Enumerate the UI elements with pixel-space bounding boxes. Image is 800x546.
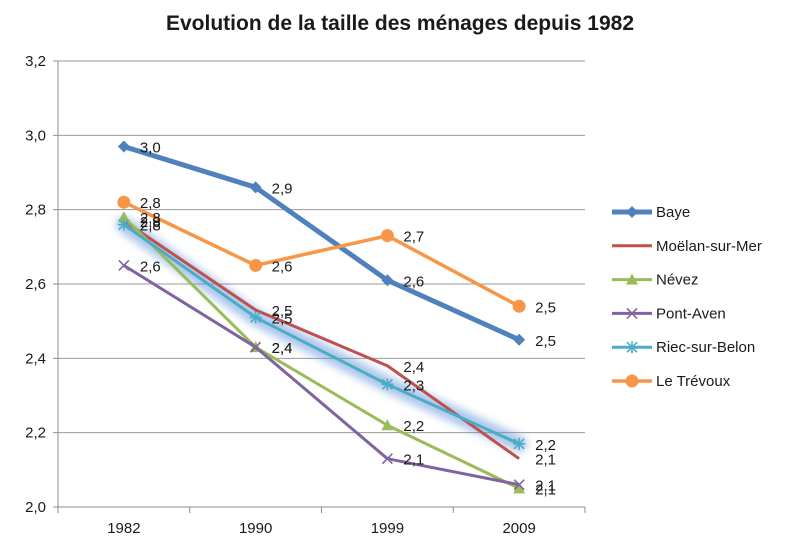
series-line-baye (123, 144, 521, 343)
legend-label-nevez: Névez (656, 272, 699, 289)
point-riec-sur-belon (249, 311, 262, 324)
point-nevez (117, 211, 130, 223)
legend-label-riec-sur-belon: Riec-sur-Belon (656, 339, 755, 356)
legend-marker-riec-sur-belon (626, 341, 638, 354)
data-label-riec-sur-belon: 2,8 (140, 218, 161, 235)
data-label-nevez: 2,8 (140, 210, 161, 227)
legend: Baye Moëlan-sur-Mer Névez Pont-Aven Riec-sur… (612, 204, 762, 390)
series-line-moelan-sur-mer (123, 219, 520, 460)
y-tick-label: 2,8 (25, 202, 46, 219)
data-label-moelan-sur-mer: 2,5 (272, 303, 293, 320)
data-labels: 3,02,92,62,52,82,52,42,12,82,42,22,12,62… (140, 139, 556, 498)
y-tick-label: 2,0 (25, 499, 46, 516)
y-tick-label: 3,2 (25, 53, 46, 70)
series-group (115, 140, 528, 494)
data-label-moelan-sur-mer: 2,1 (535, 452, 556, 469)
point-riec-sur-belon (117, 218, 130, 231)
series-line-pont-aven (123, 264, 520, 487)
point-pont-aven (381, 453, 393, 465)
data-label-riec-sur-belon: 2,3 (403, 377, 424, 394)
point-pont-aven (118, 259, 130, 271)
legend-label-pont-aven: Pont-Aven (656, 305, 726, 322)
data-label-pont-aven: 2,4 (272, 340, 293, 357)
point-le-trevoux (380, 229, 394, 243)
point-le-trevoux (117, 195, 131, 209)
point-baye (513, 333, 526, 346)
data-label-le-trevoux: 2,6 (272, 258, 293, 275)
data-label-nevez: 2,1 (535, 481, 556, 498)
legend-marker-baye (626, 206, 638, 218)
chart-title: Evolution de la taille des ménages depui… (166, 12, 634, 35)
series-line-riec-sur-belon (123, 223, 520, 446)
data-label-pont-aven: 2,1 (403, 452, 424, 469)
point-baye (249, 181, 262, 194)
point-nevez (513, 482, 526, 494)
point-riec-sur-belon (381, 378, 394, 391)
y-axis-ticks: 2,0 2,2 2,4 2,6 2,8 3,0 3,2 (25, 53, 58, 516)
y-tick-label: 2,6 (25, 276, 46, 293)
x-tick-label: 2009 (502, 520, 535, 537)
data-label-riec-sur-belon: 2,5 (272, 310, 293, 327)
x-axis-ticks: 1982 1990 1999 2009 (57, 507, 586, 537)
data-label-nevez: 2,4 (272, 340, 293, 357)
point-le-trevoux (512, 299, 526, 313)
legend-label-le-trevoux: Le Trévoux (656, 373, 731, 390)
data-label-le-trevoux: 2,8 (140, 195, 161, 212)
legend-marker-le-trevoux (625, 374, 639, 388)
legend-marker-nevez (626, 273, 638, 285)
series-line-nevez (122, 216, 520, 490)
point-riec-sur-belon (513, 437, 526, 450)
series-line-le-trevoux (123, 200, 520, 308)
point-nevez (381, 419, 394, 431)
data-label-pont-aven: 2,1 (535, 478, 556, 495)
data-label-pont-aven: 2,6 (140, 258, 161, 275)
x-tick-label: 1990 (239, 520, 272, 537)
y-tick-label: 2,4 (25, 350, 46, 367)
legend-marker-pont-aven (626, 307, 638, 319)
data-label-nevez: 2,2 (403, 418, 424, 435)
data-label-baye: 3,0 (140, 139, 161, 156)
point-le-trevoux (249, 258, 263, 272)
point-pont-aven (513, 479, 525, 491)
data-label-baye: 2,5 (535, 333, 556, 350)
data-label-baye: 2,6 (403, 273, 424, 290)
x-tick-label: 1982 (107, 520, 140, 537)
data-label-le-trevoux: 2,7 (403, 229, 424, 246)
legend-label-baye: Baye (656, 204, 690, 221)
point-pont-aven (250, 341, 262, 353)
data-label-riec-sur-belon: 2,2 (535, 437, 556, 454)
data-label-moelan-sur-mer: 2,4 (403, 359, 424, 376)
data-label-le-trevoux: 2,5 (535, 299, 556, 316)
y-tick-label: 3,0 (25, 127, 46, 144)
point-baye (381, 274, 394, 287)
grid (58, 60, 585, 434)
data-label-baye: 2,9 (272, 180, 293, 197)
x-tick-label: 1999 (371, 520, 404, 537)
data-label-moelan-sur-mer: 2,8 (140, 214, 161, 231)
legend-label-moelan-sur-mer: Moëlan-sur-Mer (656, 238, 762, 255)
point-baye (117, 140, 130, 153)
series-glow (115, 216, 528, 452)
y-tick-label: 2,2 (25, 425, 46, 442)
